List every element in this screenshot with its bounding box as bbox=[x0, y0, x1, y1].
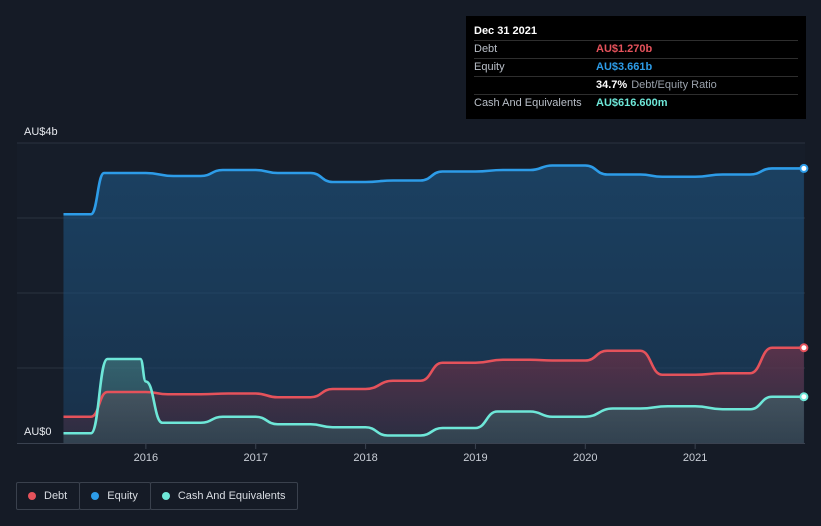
legend-label: Equity bbox=[107, 490, 138, 502]
x-tick-label: 2019 bbox=[463, 452, 487, 464]
x-tick-label: 2017 bbox=[243, 452, 267, 464]
legend-item-debt[interactable]: Debt bbox=[16, 482, 81, 510]
tooltip-label: Debt bbox=[474, 43, 498, 55]
y-tick-label: AU$4b bbox=[24, 126, 58, 138]
tooltip-value: AU$616.600m bbox=[596, 97, 668, 109]
line-cash-and-equivalents bbox=[63, 357, 804, 437]
legend: Debt Equity Cash And Equivalents bbox=[16, 482, 299, 510]
tooltip-value: AU$3.661b bbox=[596, 61, 653, 73]
y-tick-label: AU$0 bbox=[24, 426, 52, 438]
tooltip-label: Cash And Equivalents bbox=[474, 97, 582, 109]
line-debt bbox=[63, 346, 804, 419]
tooltip-row-ratio: 34.7% Debt/Equity Ratio bbox=[474, 76, 798, 94]
tooltip-row-cash: Cash And Equivalents AU$616.600m bbox=[474, 94, 798, 112]
legend-dot-icon bbox=[28, 492, 36, 500]
series-areas bbox=[63, 165, 804, 443]
series-endpoints bbox=[799, 163, 809, 402]
area-cash-and-equivalents bbox=[63, 359, 804, 443]
axes: 2016 2017 2018 2019 2020 2021 AU$4b AU$0 bbox=[17, 126, 805, 464]
legend-label: Cash And Equivalents bbox=[177, 490, 286, 502]
tooltip-panel: Dec 31 2021 Debt AU$1.270b Equity AU$3.6… bbox=[466, 16, 806, 119]
legend-item-cash-and-equivalents[interactable]: Cash And Equivalents bbox=[149, 482, 299, 510]
tooltip-ratio-label: Debt/Equity Ratio bbox=[631, 79, 717, 91]
legend-dot-icon bbox=[91, 492, 100, 500]
tooltip-value: 34.7% bbox=[596, 79, 628, 91]
endpoint-equity bbox=[799, 163, 809, 173]
tooltip-ratio: 34.7% Debt/Equity Ratio bbox=[596, 77, 717, 94]
endpoint-debt bbox=[799, 343, 809, 353]
x-tick-label: 2020 bbox=[573, 452, 597, 464]
tooltip-value: AU$1.270b bbox=[596, 43, 653, 55]
legend-label: Debt bbox=[44, 490, 68, 502]
x-tick-label: 2018 bbox=[353, 452, 377, 464]
series-lines bbox=[63, 164, 804, 437]
legend-dot-icon bbox=[161, 492, 170, 500]
tooltip-label bbox=[474, 77, 596, 94]
legend-item-equity[interactable]: Equity bbox=[79, 482, 151, 510]
tooltip-row-debt: Debt AU$1.270b bbox=[474, 40, 798, 58]
tooltip-row-equity: Equity AU$3.661b bbox=[474, 58, 798, 76]
tooltip-date: Dec 31 2021 bbox=[474, 25, 537, 37]
line-equity bbox=[63, 164, 804, 216]
tooltip-label: Equity bbox=[474, 61, 505, 73]
x-tick-label: 2016 bbox=[134, 452, 158, 464]
x-tick-label: 2021 bbox=[683, 452, 707, 464]
endpoint-cash-and-equivalents bbox=[799, 392, 809, 402]
